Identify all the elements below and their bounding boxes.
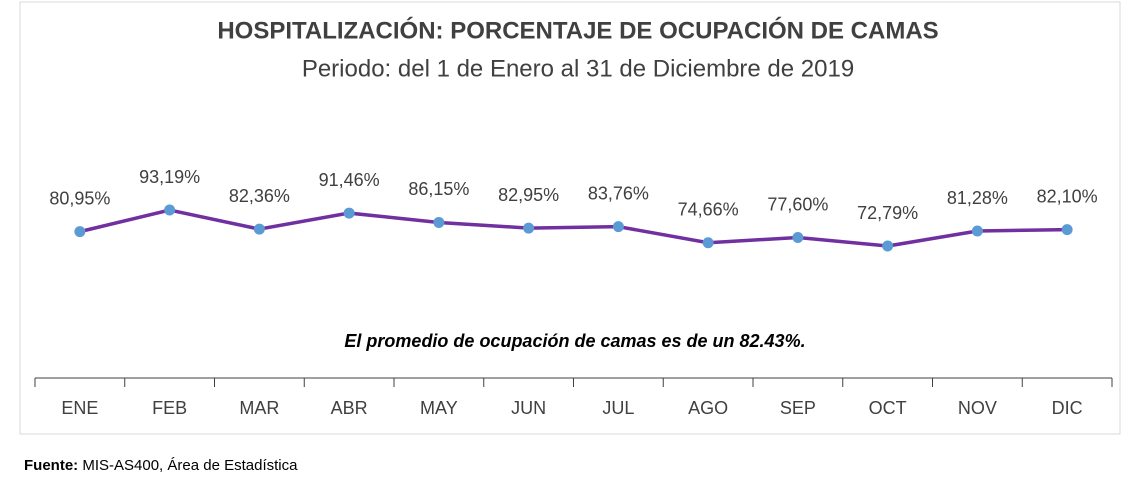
data-label: 82,36% bbox=[229, 186, 290, 206]
data-label: 91,46% bbox=[319, 170, 380, 190]
x-tick-label: JUL bbox=[602, 398, 634, 418]
x-tick-label: MAY bbox=[420, 398, 458, 418]
marker bbox=[702, 237, 714, 249]
chart-title: HOSPITALIZACIÓN: PORCENTAJE DE OCUPACIÓN… bbox=[217, 16, 938, 44]
x-tick-label: MAR bbox=[239, 398, 279, 418]
marker bbox=[523, 222, 535, 234]
x-tick-label: FEB bbox=[152, 398, 187, 418]
chart-subtitle: Periodo: del 1 de Enero al 31 de Diciemb… bbox=[302, 55, 854, 82]
data-label: 81,28% bbox=[947, 188, 1008, 208]
x-tick-label: AGO bbox=[688, 398, 728, 418]
data-label: 86,15% bbox=[408, 179, 469, 199]
marker bbox=[164, 204, 176, 216]
marker bbox=[74, 226, 86, 238]
data-label: 72,79% bbox=[857, 203, 918, 223]
data-label: 82,10% bbox=[1037, 186, 1098, 206]
line bbox=[79, 208, 1068, 248]
marker bbox=[343, 207, 355, 219]
x-tick-label: ENE bbox=[61, 398, 98, 418]
data-label: 83,76% bbox=[588, 183, 649, 203]
data-label: 82,95% bbox=[498, 185, 559, 205]
x-tick-label: DIC bbox=[1052, 398, 1083, 418]
x-tick-label: JUN bbox=[511, 398, 546, 418]
chart-border bbox=[19, 1, 1121, 435]
marker bbox=[612, 221, 624, 233]
source-text: MIS-AS400, Área de Estadística bbox=[82, 457, 298, 474]
source-label: Fuente: bbox=[24, 457, 78, 474]
x-tick-label: SEP bbox=[780, 398, 816, 418]
x-tick-label: ABR bbox=[331, 398, 368, 418]
marker bbox=[433, 216, 445, 228]
data-label: 93,19% bbox=[139, 167, 200, 187]
marker bbox=[1061, 224, 1073, 236]
data-label: 80,95% bbox=[49, 188, 110, 208]
annotation: El promedio de ocupación de camas es de … bbox=[344, 331, 805, 351]
x-tick-label: OCT bbox=[869, 398, 907, 418]
marker bbox=[971, 225, 983, 237]
data-label: 77,60% bbox=[767, 194, 828, 214]
marker bbox=[882, 240, 894, 252]
marker bbox=[253, 223, 265, 235]
source: Fuente: MIS-AS400, Área de Estadística bbox=[24, 457, 298, 474]
marker bbox=[792, 232, 804, 244]
x-tick-label: NOV bbox=[958, 398, 997, 418]
data-label: 74,66% bbox=[678, 199, 739, 219]
